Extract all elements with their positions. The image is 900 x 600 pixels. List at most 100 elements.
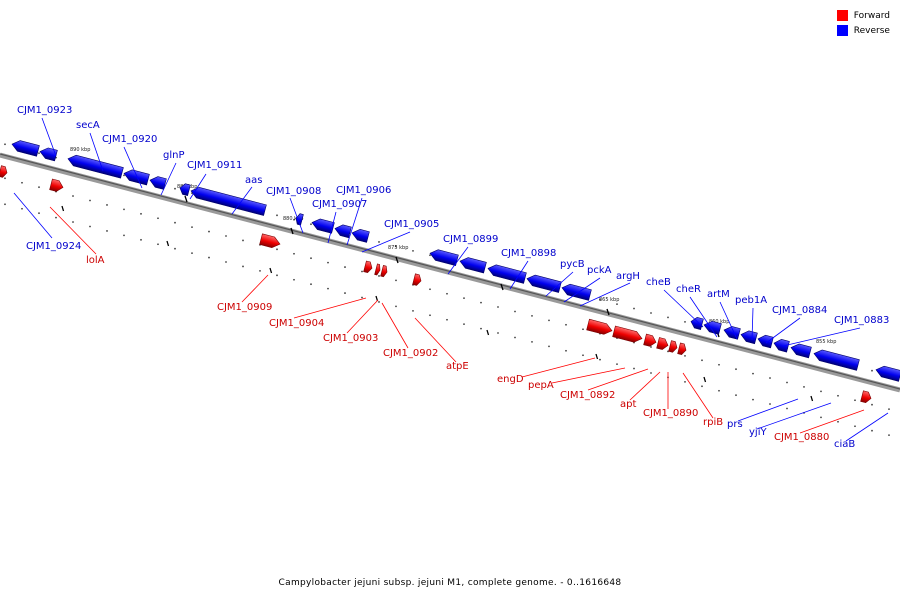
track-dot bbox=[157, 217, 159, 220]
gene-label-artm[interactable]: artM bbox=[707, 289, 730, 300]
reverse-gene-arrow[interactable] bbox=[190, 186, 267, 216]
gene-label-lola[interactable]: lolA bbox=[86, 255, 105, 266]
reverse-gene-arrow[interactable] bbox=[123, 168, 150, 186]
track-dot bbox=[344, 266, 346, 268]
track-dot bbox=[55, 216, 57, 219]
reverse-gene-arrow[interactable] bbox=[526, 273, 562, 293]
track-dot bbox=[395, 305, 397, 308]
forward-gene-arrow[interactable] bbox=[380, 265, 389, 278]
forward-gene-arrow[interactable] bbox=[259, 233, 282, 250]
reverse-gene-arrow[interactable] bbox=[723, 325, 741, 340]
track-dot bbox=[106, 230, 108, 232]
reverse-gene-arrow[interactable] bbox=[690, 316, 704, 330]
gene-label-pycb[interactable]: pycB bbox=[560, 259, 585, 270]
track-dot bbox=[4, 177, 6, 180]
gene-label-cjm1-0908[interactable]: CJM1_0908 bbox=[266, 186, 321, 197]
gene-leader-line bbox=[160, 162, 177, 196]
gene-label-atpe[interactable]: atpE bbox=[446, 361, 469, 372]
gene-label-cjm1-0890[interactable]: CJM1_0890 bbox=[643, 408, 698, 419]
gene-label-cheb[interactable]: cheB bbox=[646, 277, 671, 288]
gene-label-cjm1-0905[interactable]: CJM1_0905 bbox=[384, 219, 439, 230]
track-dot bbox=[514, 336, 516, 339]
reverse-gene-arrow[interactable] bbox=[311, 217, 335, 234]
forward-gene-arrow[interactable] bbox=[374, 263, 382, 276]
gene-label-cjm1-0903[interactable]: CJM1_0903 bbox=[323, 333, 378, 344]
track-dot bbox=[565, 349, 567, 352]
track-dot bbox=[89, 199, 91, 202]
track-dot bbox=[837, 394, 839, 397]
gene-label-aas[interactable]: aas bbox=[245, 175, 262, 186]
forward-gene-arrow[interactable] bbox=[656, 337, 670, 350]
gene-label-cjm1-0909[interactable]: CJM1_0909 bbox=[217, 302, 272, 313]
track-dot bbox=[446, 292, 448, 295]
gene-label-cjm1-0898[interactable]: CJM1_0898 bbox=[501, 248, 556, 259]
reverse-gene-arrow[interactable] bbox=[295, 213, 304, 226]
forward-gene-arrow[interactable] bbox=[612, 325, 644, 344]
gene-label-yjiy[interactable]: yjiY bbox=[749, 427, 767, 438]
gene-label-cjm1-0907[interactable]: CJM1_0907 bbox=[312, 199, 367, 210]
reverse-gene-arrow[interactable] bbox=[351, 228, 370, 243]
gene-label-seca[interactable]: secA bbox=[76, 120, 100, 131]
forward-gene-arrow[interactable] bbox=[860, 390, 873, 404]
reverse-gene-arrow[interactable] bbox=[459, 256, 487, 274]
reverse-gene-arrow[interactable] bbox=[875, 364, 900, 382]
gene-label-cjm1-0892[interactable]: CJM1_0892 bbox=[560, 390, 615, 401]
reverse-gene-arrow[interactable] bbox=[334, 223, 352, 239]
kbp-tick-label: 890 kbp bbox=[70, 147, 90, 153]
gene-label-cjm1-0923[interactable]: CJM1_0923 bbox=[17, 105, 72, 116]
gene-label-cjm1-0904[interactable]: CJM1_0904 bbox=[269, 318, 324, 329]
legend-forward: Forward bbox=[836, 8, 890, 23]
gene-label-cjm1-0920[interactable]: CJM1_0920 bbox=[102, 134, 157, 145]
gene-label-cjm1-0883[interactable]: CJM1_0883 bbox=[834, 315, 889, 326]
gene-leader-line bbox=[41, 117, 57, 157]
gene-label-engd[interactable]: engD bbox=[497, 374, 524, 385]
gene-label-pcka[interactable]: pckA bbox=[587, 265, 612, 276]
forward-gene-arrow[interactable] bbox=[677, 342, 688, 355]
gene-label-glnp[interactable]: glnP bbox=[163, 150, 185, 161]
forward-gene-arrow[interactable] bbox=[49, 178, 65, 193]
gene-label-cjm1-0902[interactable]: CJM1_0902 bbox=[383, 348, 438, 359]
reverse-gene-arrow[interactable] bbox=[67, 153, 124, 179]
reverse-gene-arrow[interactable] bbox=[429, 248, 459, 267]
gene-label-cjm1-0906[interactable]: CJM1_0906 bbox=[336, 185, 391, 196]
reverse-gene-arrow[interactable] bbox=[790, 342, 812, 359]
reverse-gene-arrow[interactable] bbox=[39, 146, 58, 162]
track-dot bbox=[548, 319, 550, 322]
forward-gene-arrow[interactable] bbox=[363, 260, 374, 273]
reverse-gene-arrow[interactable] bbox=[561, 282, 592, 301]
gene-label-rpib[interactable]: rpiB bbox=[703, 417, 723, 428]
forward-gene-arrow[interactable] bbox=[643, 333, 658, 348]
forward-gene-arrow[interactable] bbox=[586, 318, 614, 336]
gene-label-cher[interactable]: cheR bbox=[676, 284, 701, 295]
gene-label-ciab[interactable]: ciaB bbox=[834, 439, 855, 450]
track-dot bbox=[786, 407, 788, 410]
track-dot bbox=[633, 307, 635, 310]
track-dot bbox=[888, 434, 890, 437]
reverse-gene-arrow[interactable] bbox=[11, 139, 40, 157]
gene-label-cjm1-0899[interactable]: CJM1_0899 bbox=[443, 234, 498, 245]
forward-gene-arrow[interactable] bbox=[668, 340, 679, 353]
reverse-gene-arrow[interactable] bbox=[149, 175, 167, 190]
forward-gene-arrow[interactable] bbox=[0, 165, 8, 178]
track-dot bbox=[140, 238, 142, 241]
reverse-gene-arrow[interactable] bbox=[179, 183, 191, 197]
gene-label-cjm1-0924[interactable]: CJM1_0924 bbox=[26, 241, 81, 252]
reverse-gene-arrow[interactable] bbox=[773, 338, 790, 353]
kbp-tick bbox=[486, 329, 490, 336]
forward-gene-arrow[interactable] bbox=[412, 273, 423, 286]
reverse-gene-arrow[interactable] bbox=[757, 334, 774, 349]
gene-label-prs[interactable]: prs bbox=[727, 419, 743, 430]
gene-label-cjm1-0880[interactable]: CJM1_0880 bbox=[774, 432, 829, 443]
kbp-tick bbox=[395, 256, 399, 264]
gene-label-apt[interactable]: apt bbox=[620, 399, 636, 410]
gene-leader-line bbox=[545, 271, 574, 297]
track-dot bbox=[21, 207, 23, 210]
kbp-tick bbox=[810, 395, 814, 402]
gene-label-pepa[interactable]: pepA bbox=[528, 380, 554, 391]
gene-label-cjm1-0911[interactable]: CJM1_0911 bbox=[187, 160, 242, 171]
gene-label-argh[interactable]: argH bbox=[616, 271, 640, 282]
gene-label-cjm1-0884[interactable]: CJM1_0884 bbox=[772, 305, 827, 316]
reverse-gene-arrow[interactable] bbox=[813, 348, 860, 371]
gene-label-peb1a[interactable]: peb1A bbox=[735, 295, 767, 306]
reverse-gene-arrow[interactable] bbox=[740, 329, 758, 345]
